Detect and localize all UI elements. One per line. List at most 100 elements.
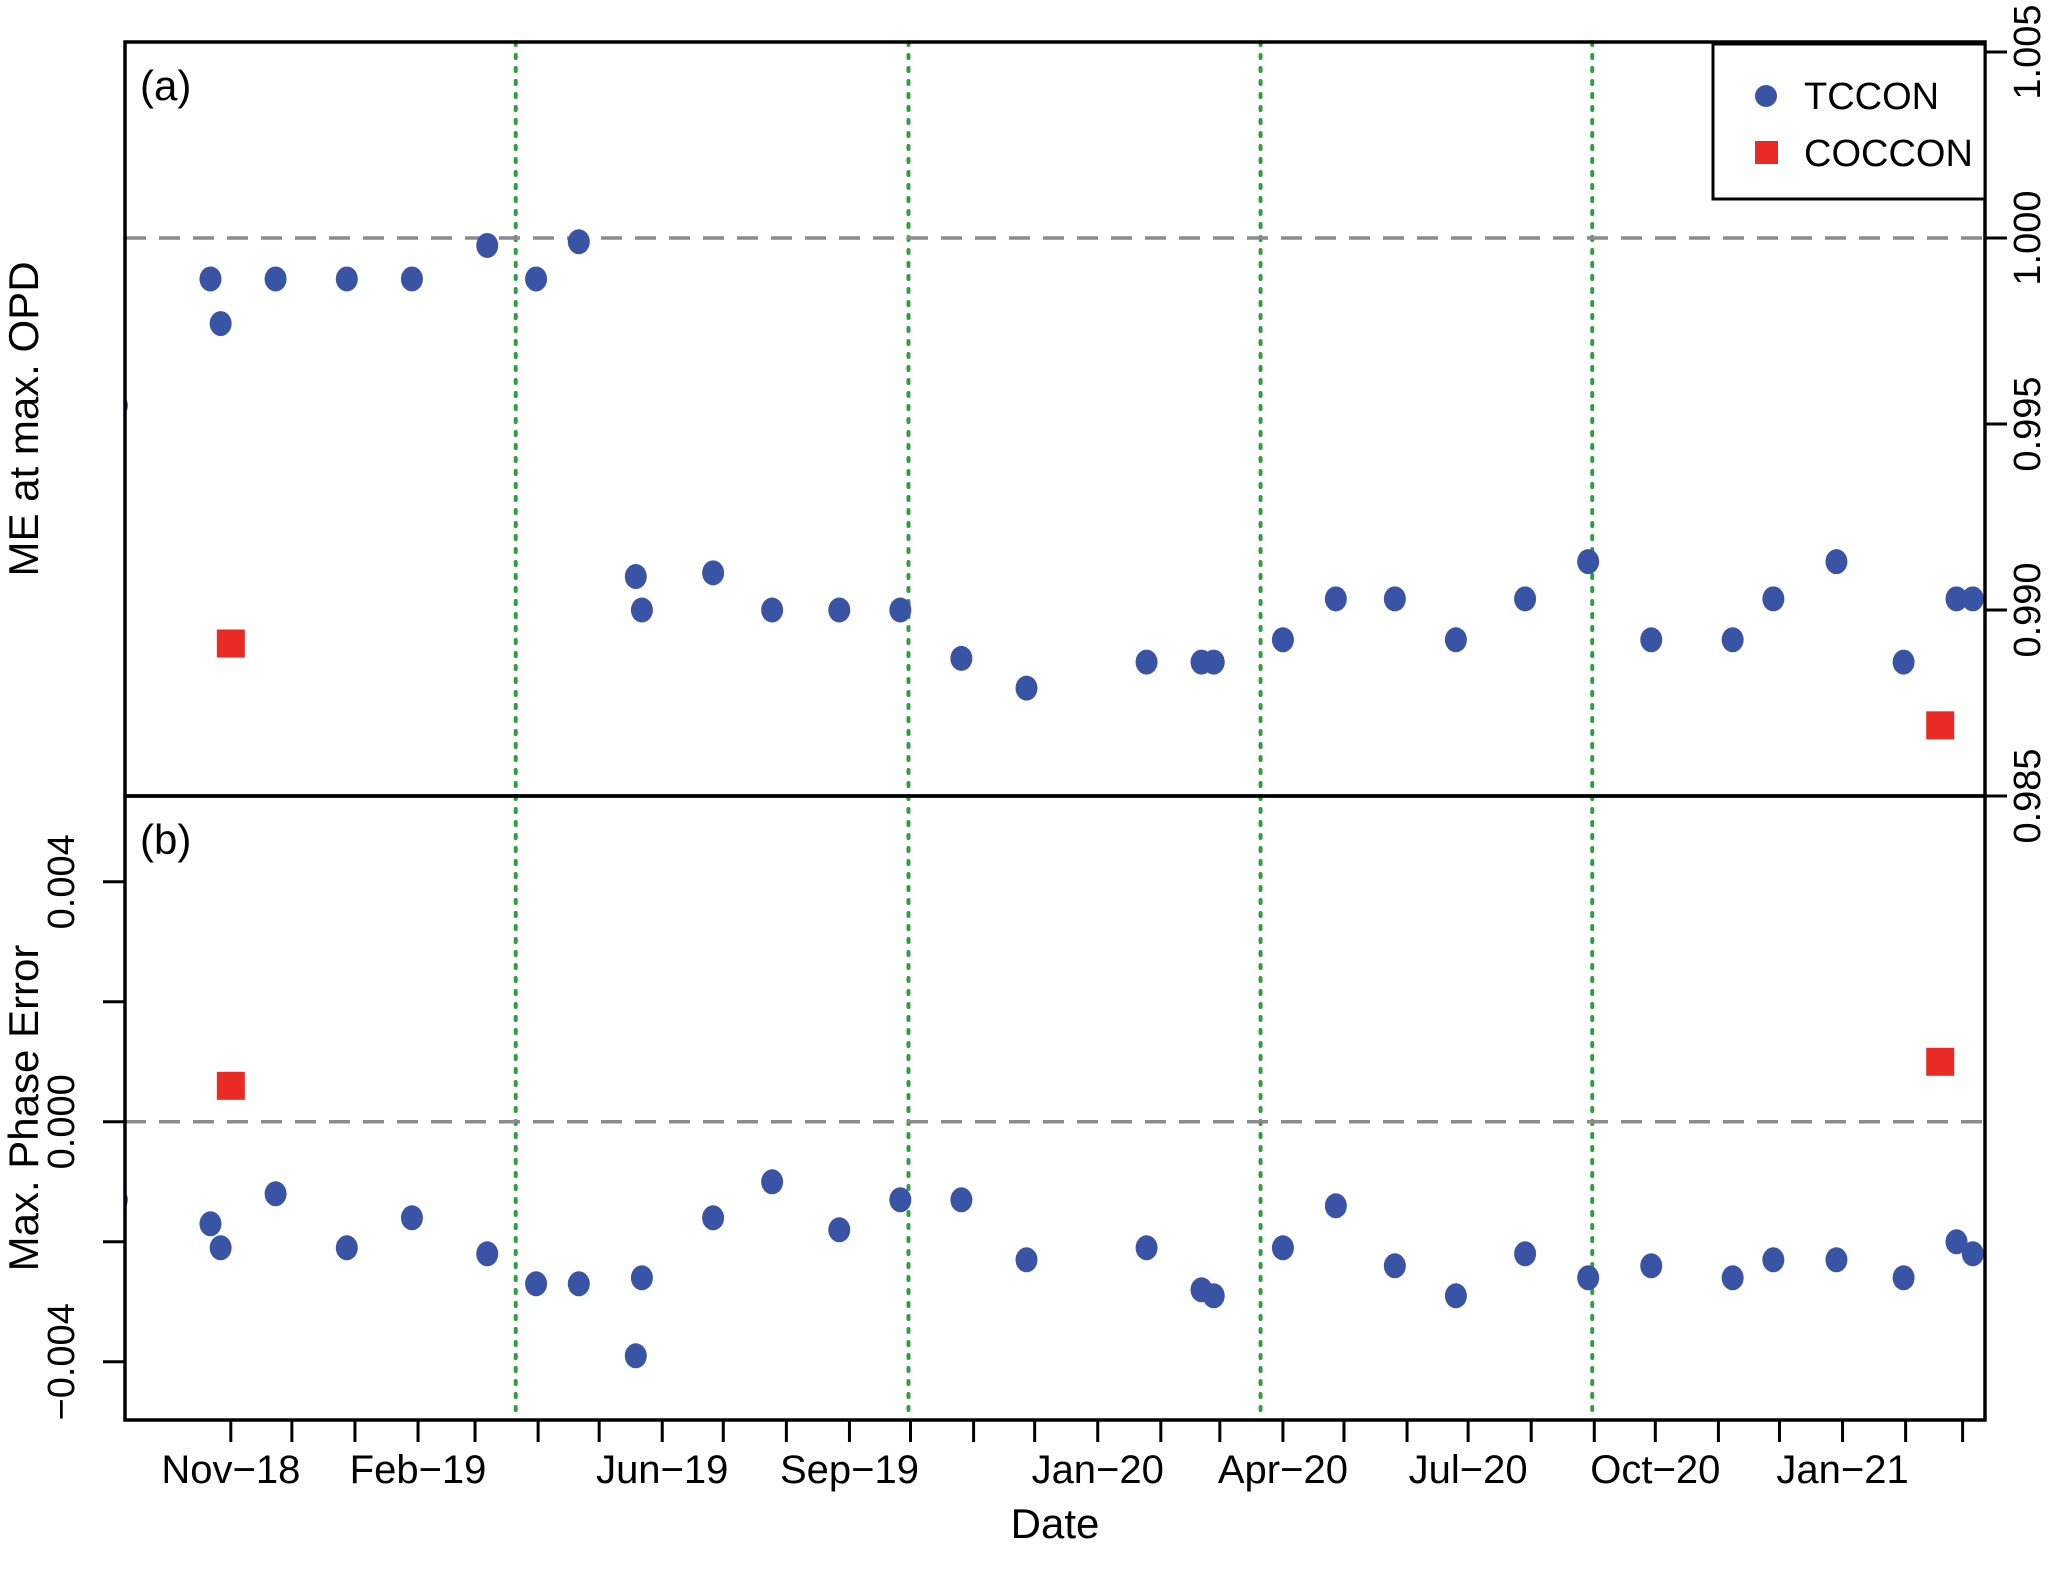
panel-a-y-tick-label: 0.990 [2007, 562, 2049, 657]
tccon-point [1135, 649, 1158, 675]
coccon-point [1926, 711, 1955, 740]
panel-a-y-axis-title: ME at max. OPD [0, 261, 47, 576]
tccon-point [209, 311, 232, 337]
tccon-point [264, 1181, 287, 1207]
panel-b-tag: (b) [140, 816, 191, 863]
panel-b-y-tick-label: −0.004 [41, 1303, 83, 1420]
tccon-point [1015, 1247, 1038, 1273]
x-axis-tick-label: Jan−21 [1776, 1448, 1908, 1492]
tccon-point [1721, 1265, 1744, 1291]
legend-box [1711, 42, 1987, 201]
tccon-point [1514, 1241, 1537, 1267]
x-axis-tick-label: Jul−20 [1409, 1448, 1528, 1492]
x-axis-tick-label: Nov−18 [161, 1448, 300, 1492]
tccon-point [1202, 649, 1225, 675]
tccon-point [761, 597, 784, 623]
tccon-point [199, 266, 222, 292]
tccon-point [889, 597, 912, 623]
tccon-point [1015, 675, 1038, 701]
tccon-point [1892, 1265, 1915, 1291]
x-axis-tick-label: Feb−19 [350, 1448, 487, 1492]
tccon-point [1762, 586, 1785, 612]
tccon-point [335, 266, 358, 292]
tccon-point [630, 1265, 653, 1291]
tccon-point [1383, 586, 1406, 612]
tccon-point [1762, 1247, 1785, 1273]
tccon-point [1324, 1193, 1347, 1219]
tccon-point [1444, 1283, 1467, 1309]
event-gridlines [513, 40, 1595, 1422]
tccon-point [567, 229, 590, 255]
tccon-point [264, 266, 287, 292]
tccon-point [1577, 549, 1600, 575]
tccon-point [624, 1343, 647, 1369]
tccon-point [950, 645, 973, 671]
tccon-point [1324, 586, 1347, 612]
tccon-point [1577, 1265, 1600, 1291]
panel-a-tag: (a) [140, 62, 191, 109]
tccon-point [702, 560, 725, 586]
tccon-point [1961, 1241, 1984, 1267]
legend-tccon-label: TCCON [1804, 76, 1939, 118]
panel-a-y-tick-label: 0.985 [2007, 748, 2049, 843]
tccon-point [1961, 586, 1984, 612]
tccon-point [476, 232, 499, 258]
coccon-point [216, 629, 245, 658]
tccon-point [889, 1187, 912, 1213]
tccon-point [828, 1217, 851, 1243]
tccon-point [1135, 1235, 1158, 1261]
panel-a-y-tick-label: 1.005 [2007, 4, 2049, 99]
tccon-point [525, 266, 548, 292]
tccon-point [1640, 1253, 1663, 1279]
panel-b-y-axis-title: Max. Phase Error [0, 945, 47, 1272]
tccon-point [199, 1211, 222, 1237]
x-axis-tick-label: Sep−19 [780, 1448, 919, 1492]
tccon-point [567, 1271, 590, 1297]
tccon-point [702, 1205, 725, 1231]
tccon-point [209, 1235, 232, 1261]
panel-b-frame [123, 794, 1987, 1422]
tccon-point [1640, 627, 1663, 653]
coccon-point [1926, 1047, 1955, 1076]
tccon-point [1892, 649, 1915, 675]
reference-dashed-lines [125, 236, 1985, 1124]
x-axis-title: Date [1011, 1500, 1100, 1547]
tccon-point [761, 1169, 784, 1195]
tccon-point [400, 266, 423, 292]
tccon-point [1202, 1283, 1225, 1309]
tccon-point [1514, 586, 1537, 612]
panel-frames [123, 40, 1987, 1422]
panel-a-y-tick-label: 1.000 [2007, 190, 2049, 285]
tccon-point [624, 564, 647, 590]
tccon-point [476, 1241, 499, 1267]
tccon-point [400, 1205, 423, 1231]
axis-ticks-and-labels: Nov−18 Feb−19 Jun−19 Sep−19 Jan−20 Apr−20 Jul−… [41, 4, 2049, 1492]
panel-b-datapoints [125, 1047, 1984, 1369]
tccon-point [950, 1187, 973, 1213]
tccon-point [1825, 1247, 1848, 1273]
x-axis-tick-label: Apr−20 [1218, 1448, 1348, 1492]
tccon-point [828, 597, 851, 623]
x-axis-tick-label: Jun−19 [596, 1448, 728, 1492]
x-axis-tick-label: Jan−20 [1032, 1448, 1164, 1492]
panel-b-y-tick-label: 0.004 [41, 834, 83, 929]
panel-b-y-tick-label: 0.000 [41, 1074, 83, 1169]
legend-tccon-marker-icon [1755, 85, 1777, 107]
tccon-point [1271, 1235, 1294, 1261]
panel-a-y-tick-label: 0.995 [2007, 376, 2049, 471]
tccon-point [1721, 627, 1744, 653]
tccon-point [1945, 1229, 1968, 1255]
tccon-point [1271, 627, 1294, 653]
tccon-point [630, 597, 653, 623]
panel-a-frame [123, 40, 1987, 798]
tccon-point [335, 1235, 358, 1261]
tccon-point [1825, 549, 1848, 575]
tccon-point [1383, 1253, 1406, 1279]
x-axis-tick-label: Oct−20 [1590, 1448, 1720, 1492]
coccon-point [216, 1071, 245, 1100]
panel-a-datapoints [125, 229, 1984, 740]
legend: TCCON COCCON [1711, 42, 1987, 201]
legend-coccon-label: COCCON [1804, 133, 1973, 175]
